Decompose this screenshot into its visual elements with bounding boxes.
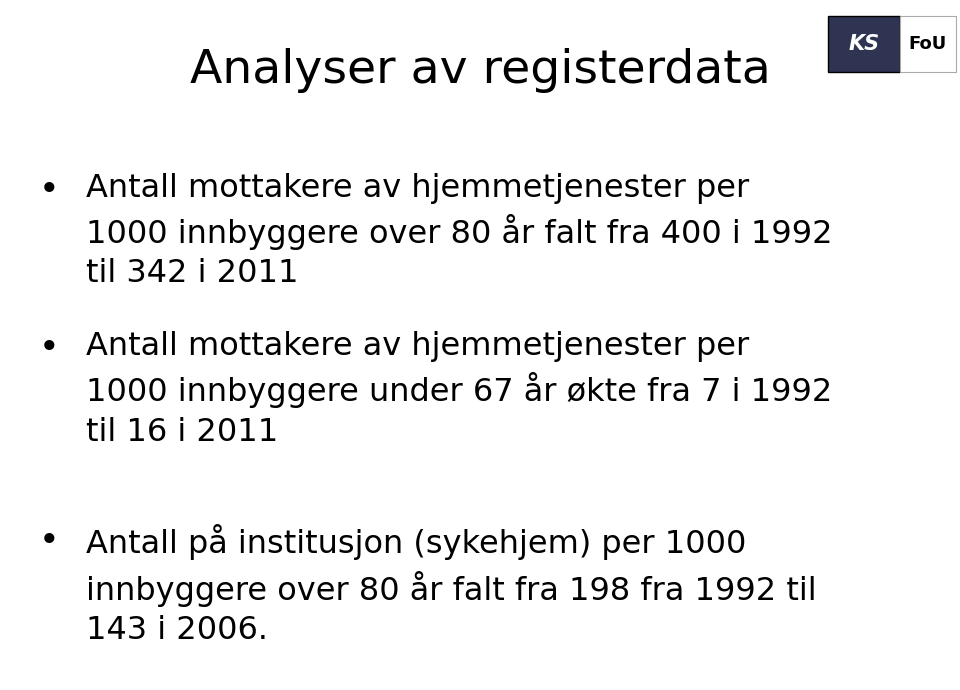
Text: Analyser av registerdata: Analyser av registerdata	[190, 48, 770, 93]
Text: Antall mottakere av hjemmetjenester per
1000 innbyggere under 67 år økte fra 7 i: Antall mottakere av hjemmetjenester per …	[86, 331, 832, 448]
Text: KS: KS	[849, 34, 879, 54]
Text: Antall mottakere av hjemmetjenester per
1000 innbyggere over 80 år falt fra 400 : Antall mottakere av hjemmetjenester per …	[86, 172, 833, 289]
Text: •: •	[38, 524, 59, 558]
Text: Antall på institusjon (sykehjem) per 1000
innbyggere over 80 år falt fra 198 fra: Antall på institusjon (sykehjem) per 100…	[86, 524, 817, 646]
Text: FoU: FoU	[909, 35, 948, 53]
Text: •: •	[38, 331, 59, 365]
Text: •: •	[38, 172, 59, 206]
